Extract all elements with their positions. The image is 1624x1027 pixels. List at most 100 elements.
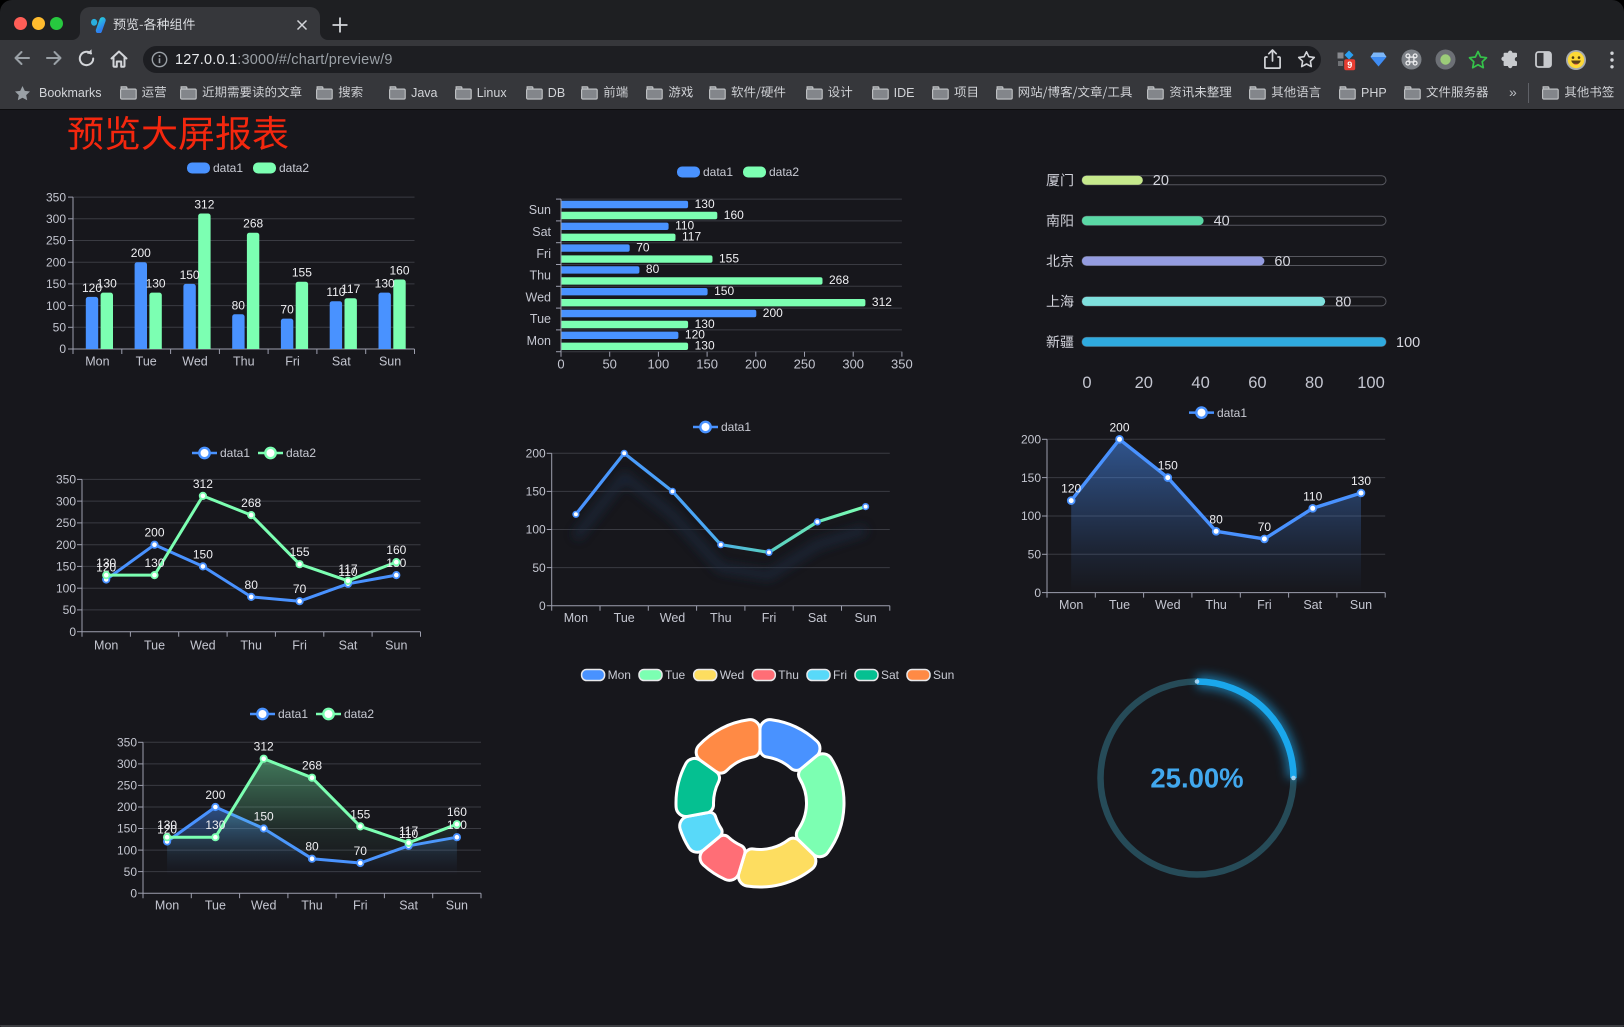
- svg-text:60: 60: [1248, 374, 1266, 392]
- svg-text:50: 50: [1028, 548, 1042, 562]
- svg-text:312: 312: [194, 198, 214, 212]
- svg-text:Mon: Mon: [608, 668, 631, 682]
- svg-text:200: 200: [763, 306, 783, 320]
- svg-text:Mon: Mon: [564, 611, 588, 625]
- svg-text:350: 350: [46, 190, 66, 204]
- svg-text:Sun: Sun: [385, 639, 407, 653]
- svg-text:40: 40: [1214, 214, 1230, 230]
- svg-text:117: 117: [399, 824, 418, 838]
- svg-text:Tue: Tue: [144, 639, 165, 653]
- svg-text:312: 312: [254, 740, 274, 754]
- svg-text:Tue: Tue: [1109, 598, 1130, 612]
- svg-text:data1: data1: [1217, 406, 1247, 420]
- svg-text:Fri: Fri: [353, 899, 368, 913]
- svg-text:data1: data1: [703, 165, 733, 179]
- svg-text:150: 150: [46, 277, 66, 291]
- svg-text:130: 130: [695, 339, 715, 353]
- svg-text:130: 130: [146, 277, 166, 291]
- svg-text:350: 350: [891, 357, 913, 372]
- svg-text:40: 40: [1191, 374, 1209, 392]
- svg-text:Tue: Tue: [136, 355, 157, 369]
- svg-text:Sun: Sun: [446, 899, 468, 913]
- svg-text:0: 0: [1034, 586, 1041, 600]
- svg-text:data1: data1: [278, 707, 308, 721]
- svg-text:Wed: Wed: [182, 355, 208, 369]
- svg-text:Mon: Mon: [94, 639, 118, 653]
- svg-text:Fri: Fri: [1257, 598, 1272, 612]
- svg-text:117: 117: [338, 562, 357, 576]
- svg-text:130: 130: [205, 818, 225, 832]
- svg-text:150: 150: [1158, 459, 1178, 473]
- svg-text:200: 200: [1021, 433, 1041, 447]
- svg-text:Sun: Sun: [529, 203, 551, 217]
- svg-text:70: 70: [293, 582, 307, 596]
- svg-text:Mon: Mon: [85, 355, 109, 369]
- svg-text:150: 150: [56, 560, 76, 574]
- svg-text:data2: data2: [286, 446, 316, 460]
- svg-text:0: 0: [59, 342, 66, 356]
- svg-text:268: 268: [243, 217, 263, 231]
- svg-text:9: 9: [1347, 60, 1352, 70]
- svg-text:50: 50: [63, 603, 77, 617]
- svg-text:150: 150: [714, 284, 734, 298]
- svg-text:117: 117: [341, 282, 360, 296]
- svg-text:117: 117: [682, 230, 701, 244]
- svg-text:110: 110: [1303, 489, 1322, 503]
- svg-text:155: 155: [290, 545, 310, 559]
- svg-text:data2: data2: [344, 707, 374, 721]
- svg-text:Fri: Fri: [292, 639, 307, 653]
- svg-text:50: 50: [53, 321, 67, 335]
- svg-text:Mon: Mon: [527, 334, 551, 348]
- svg-text:312: 312: [872, 295, 892, 309]
- svg-text:350: 350: [56, 473, 76, 487]
- svg-text:Sun: Sun: [1350, 598, 1372, 612]
- svg-text:155: 155: [719, 251, 739, 265]
- svg-text:50: 50: [124, 865, 138, 879]
- svg-text:data2: data2: [279, 161, 309, 175]
- svg-text:160: 160: [389, 264, 409, 278]
- svg-text:130: 130: [144, 556, 164, 570]
- svg-text:150: 150: [117, 822, 137, 836]
- svg-text:Tue: Tue: [614, 611, 635, 625]
- svg-text:data1: data1: [721, 420, 751, 434]
- svg-text:data2: data2: [769, 165, 799, 179]
- svg-text:100: 100: [56, 581, 76, 595]
- svg-text:Thu: Thu: [529, 269, 551, 283]
- svg-text:120: 120: [1061, 482, 1081, 496]
- svg-text:Sun: Sun: [854, 611, 876, 625]
- svg-text:0: 0: [69, 625, 76, 639]
- svg-text:data1: data1: [213, 161, 243, 175]
- svg-text:Fri: Fri: [536, 247, 551, 261]
- svg-text:300: 300: [842, 357, 864, 372]
- svg-text:70: 70: [636, 240, 650, 254]
- svg-text:100: 100: [117, 843, 137, 857]
- svg-text:268: 268: [241, 496, 261, 510]
- svg-text:100: 100: [1357, 374, 1385, 392]
- svg-text:200: 200: [46, 255, 66, 269]
- svg-text:130: 130: [695, 197, 715, 211]
- svg-text:80: 80: [1209, 512, 1223, 526]
- svg-text:Mon: Mon: [155, 899, 179, 913]
- svg-text:Fri: Fri: [285, 355, 300, 369]
- svg-text:100: 100: [1021, 509, 1041, 523]
- svg-text:Fri: Fri: [833, 668, 847, 682]
- svg-text:130: 130: [375, 277, 395, 291]
- svg-text:300: 300: [56, 494, 76, 508]
- svg-text:Fri: Fri: [762, 611, 777, 625]
- svg-text:120: 120: [685, 328, 705, 342]
- svg-text:312: 312: [193, 477, 213, 491]
- svg-text:250: 250: [794, 357, 816, 372]
- svg-text:Wed: Wed: [720, 668, 744, 682]
- svg-text:0: 0: [130, 886, 137, 900]
- svg-text:200: 200: [745, 357, 767, 372]
- svg-text:Thu: Thu: [710, 611, 732, 625]
- svg-text:70: 70: [354, 844, 368, 858]
- svg-text:110: 110: [675, 219, 694, 233]
- svg-text:Thu: Thu: [301, 899, 323, 913]
- svg-text:150: 150: [193, 547, 213, 561]
- svg-text:80: 80: [646, 262, 660, 276]
- svg-text:150: 150: [526, 485, 546, 499]
- svg-text:0: 0: [539, 599, 546, 613]
- svg-text:Wed: Wed: [660, 611, 686, 625]
- svg-text:150: 150: [180, 268, 200, 282]
